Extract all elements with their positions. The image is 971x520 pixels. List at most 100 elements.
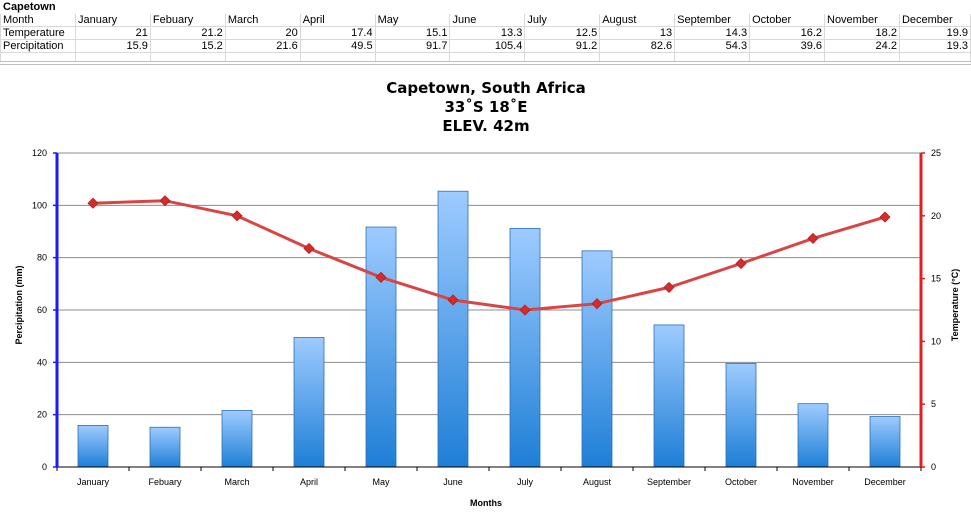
chart-title-line-1: Capetown, South Africa xyxy=(386,79,586,97)
right-axis-tick-label: 15 xyxy=(931,274,941,284)
table-cell[interactable] xyxy=(224,52,301,62)
x-axis-tick-label: November xyxy=(792,477,834,487)
table-cell[interactable]: 54.3 xyxy=(674,39,751,53)
table-cell[interactable]: April xyxy=(299,13,376,27)
row-label-cell[interactable]: Temperature xyxy=(0,26,76,40)
table-cell[interactable]: 21.2 xyxy=(149,26,226,40)
table-cell[interactable]: 13.3 xyxy=(449,26,526,40)
temperature-line-series xyxy=(87,195,891,316)
table-cell[interactable]: 13 xyxy=(599,26,676,40)
table-cell[interactable]: 24.2 xyxy=(824,39,900,53)
table-row: Temperature 21 21.2 20 17.4 15.1 13.3 12.5 13 14.… xyxy=(0,26,971,40)
table-cell[interactable]: March xyxy=(224,13,301,27)
table-cell[interactable]: 15.9 xyxy=(74,39,151,53)
left-axis-tick-label: 120 xyxy=(32,148,47,158)
temperature-marker xyxy=(159,195,171,207)
table-row: Percipitation 15.9 15.2 21.6 49.5 91.7 105.4 91… xyxy=(0,39,971,53)
data-table: Capetown Month January Febuary March April Ma… xyxy=(0,0,971,62)
table-cell[interactable]: December xyxy=(898,13,971,27)
table-cell[interactable]: 16.2 xyxy=(749,26,825,40)
temperature-marker xyxy=(879,211,891,223)
table-cell[interactable] xyxy=(374,52,451,62)
temperature-marker xyxy=(735,257,747,270)
table-cell[interactable]: May xyxy=(374,13,451,27)
table-cell[interactable] xyxy=(74,52,151,62)
table-cell[interactable]: 49.5 xyxy=(299,39,376,53)
table-cell[interactable]: 15.1 xyxy=(374,26,451,40)
left-axis-title: Percipitation (mm) xyxy=(14,265,24,344)
percipitation-bar xyxy=(509,227,541,468)
table-cell[interactable] xyxy=(824,52,900,62)
percipitation-bar xyxy=(725,362,757,468)
table-cell[interactable]: June xyxy=(449,13,526,27)
x-axis-tick-label: May xyxy=(372,477,390,487)
right-axis-tick-label: 20 xyxy=(931,211,941,221)
row-label-cell[interactable]: Percipitation xyxy=(0,39,76,53)
left-axis-tick-label: 40 xyxy=(37,357,47,367)
table-cell[interactable]: 14.3 xyxy=(674,26,751,40)
table-cell[interactable]: 91.7 xyxy=(374,39,451,53)
table-cell[interactable] xyxy=(149,52,226,62)
table-cell[interactable]: 17.4 xyxy=(299,26,376,40)
table-cell[interactable] xyxy=(898,52,971,62)
table-row xyxy=(0,52,971,62)
temperature-marker xyxy=(447,294,459,306)
table-cell[interactable]: 39.6 xyxy=(749,39,825,53)
table-cell[interactable]: 15.2 xyxy=(149,39,226,53)
table-cell[interactable] xyxy=(0,52,76,62)
table-cell[interactable]: 21.6 xyxy=(224,39,301,53)
temperature-marker xyxy=(87,197,99,209)
percipitation-bar xyxy=(437,190,469,468)
percipitation-bar xyxy=(653,324,685,468)
chart-area[interactable]: Capetown, South Africa 33˚S 18˚E ELEV. 4… xyxy=(0,64,971,520)
temperature-marker xyxy=(303,242,315,255)
table-cell[interactable]: November xyxy=(824,13,900,27)
table-cell[interactable]: 12.5 xyxy=(524,26,601,40)
row-label-cell[interactable]: Month xyxy=(0,13,76,27)
table-cell[interactable] xyxy=(524,52,601,62)
table-cell[interactable]: 82.6 xyxy=(599,39,676,53)
table-cell[interactable] xyxy=(674,52,751,62)
right-axis-tick-label: 10 xyxy=(931,336,941,346)
table-cell[interactable]: September xyxy=(674,13,751,27)
table-cell[interactable] xyxy=(299,52,376,62)
chart-title: Capetown, South Africa 33˚S 18˚E ELEV. 4… xyxy=(386,79,586,135)
x-axis-tick-label: April xyxy=(300,477,318,487)
table-cell[interactable]: 19.3 xyxy=(898,39,971,53)
table-cell[interactable]: 19.9 xyxy=(898,26,971,40)
axes: 0 20 40 60 80 100 120 0 5 10 15 20 25 January Febuary M… xyxy=(32,148,941,487)
table-cell[interactable]: 21 xyxy=(74,26,151,40)
left-axis-tick-label: 60 xyxy=(37,305,47,315)
percipitation-bar xyxy=(869,416,901,468)
right-axis-tick-label: 0 xyxy=(931,462,936,472)
temperature-marker xyxy=(807,232,819,244)
table-cell[interactable]: 20 xyxy=(224,26,301,40)
x-axis-title: Months xyxy=(470,498,502,508)
percipitation-bar xyxy=(365,226,397,468)
table-cell[interactable]: Febuary xyxy=(149,13,226,27)
table-cell[interactable]: 91.2 xyxy=(524,39,601,53)
table-cell[interactable]: January xyxy=(74,13,151,27)
temperature-marker xyxy=(591,298,603,310)
left-axis-tick-label: 100 xyxy=(32,200,47,210)
temperature-marker xyxy=(375,271,387,283)
table-cell[interactable]: August xyxy=(599,13,676,27)
table-row: Month January Febuary March April May June July… xyxy=(0,13,971,27)
table-cell[interactable] xyxy=(599,52,676,62)
table-cell[interactable]: July xyxy=(524,13,601,27)
table-cell[interactable] xyxy=(749,52,825,62)
combo-chart: Capetown, South Africa 33˚S 18˚E ELEV. 4… xyxy=(14,79,960,508)
sheet-title-cell[interactable]: Capetown xyxy=(3,1,56,13)
temperature-marker xyxy=(663,281,675,293)
chart-title-line-2: 33˚S 18˚E xyxy=(444,98,527,116)
percipitation-bar xyxy=(221,410,253,468)
percipitation-bar xyxy=(293,337,325,468)
chart-title-line-3: ELEV. 42m xyxy=(442,117,529,135)
right-axis-title: Temperature (°C) xyxy=(950,269,960,341)
table-cell[interactable] xyxy=(449,52,526,62)
table-cell[interactable]: 105.4 xyxy=(449,39,526,53)
x-axis-tick-label: September xyxy=(647,477,691,487)
table-cell[interactable]: 18.2 xyxy=(824,26,900,40)
x-axis-tick-label: January xyxy=(77,477,110,487)
table-cell[interactable]: October xyxy=(749,13,825,27)
